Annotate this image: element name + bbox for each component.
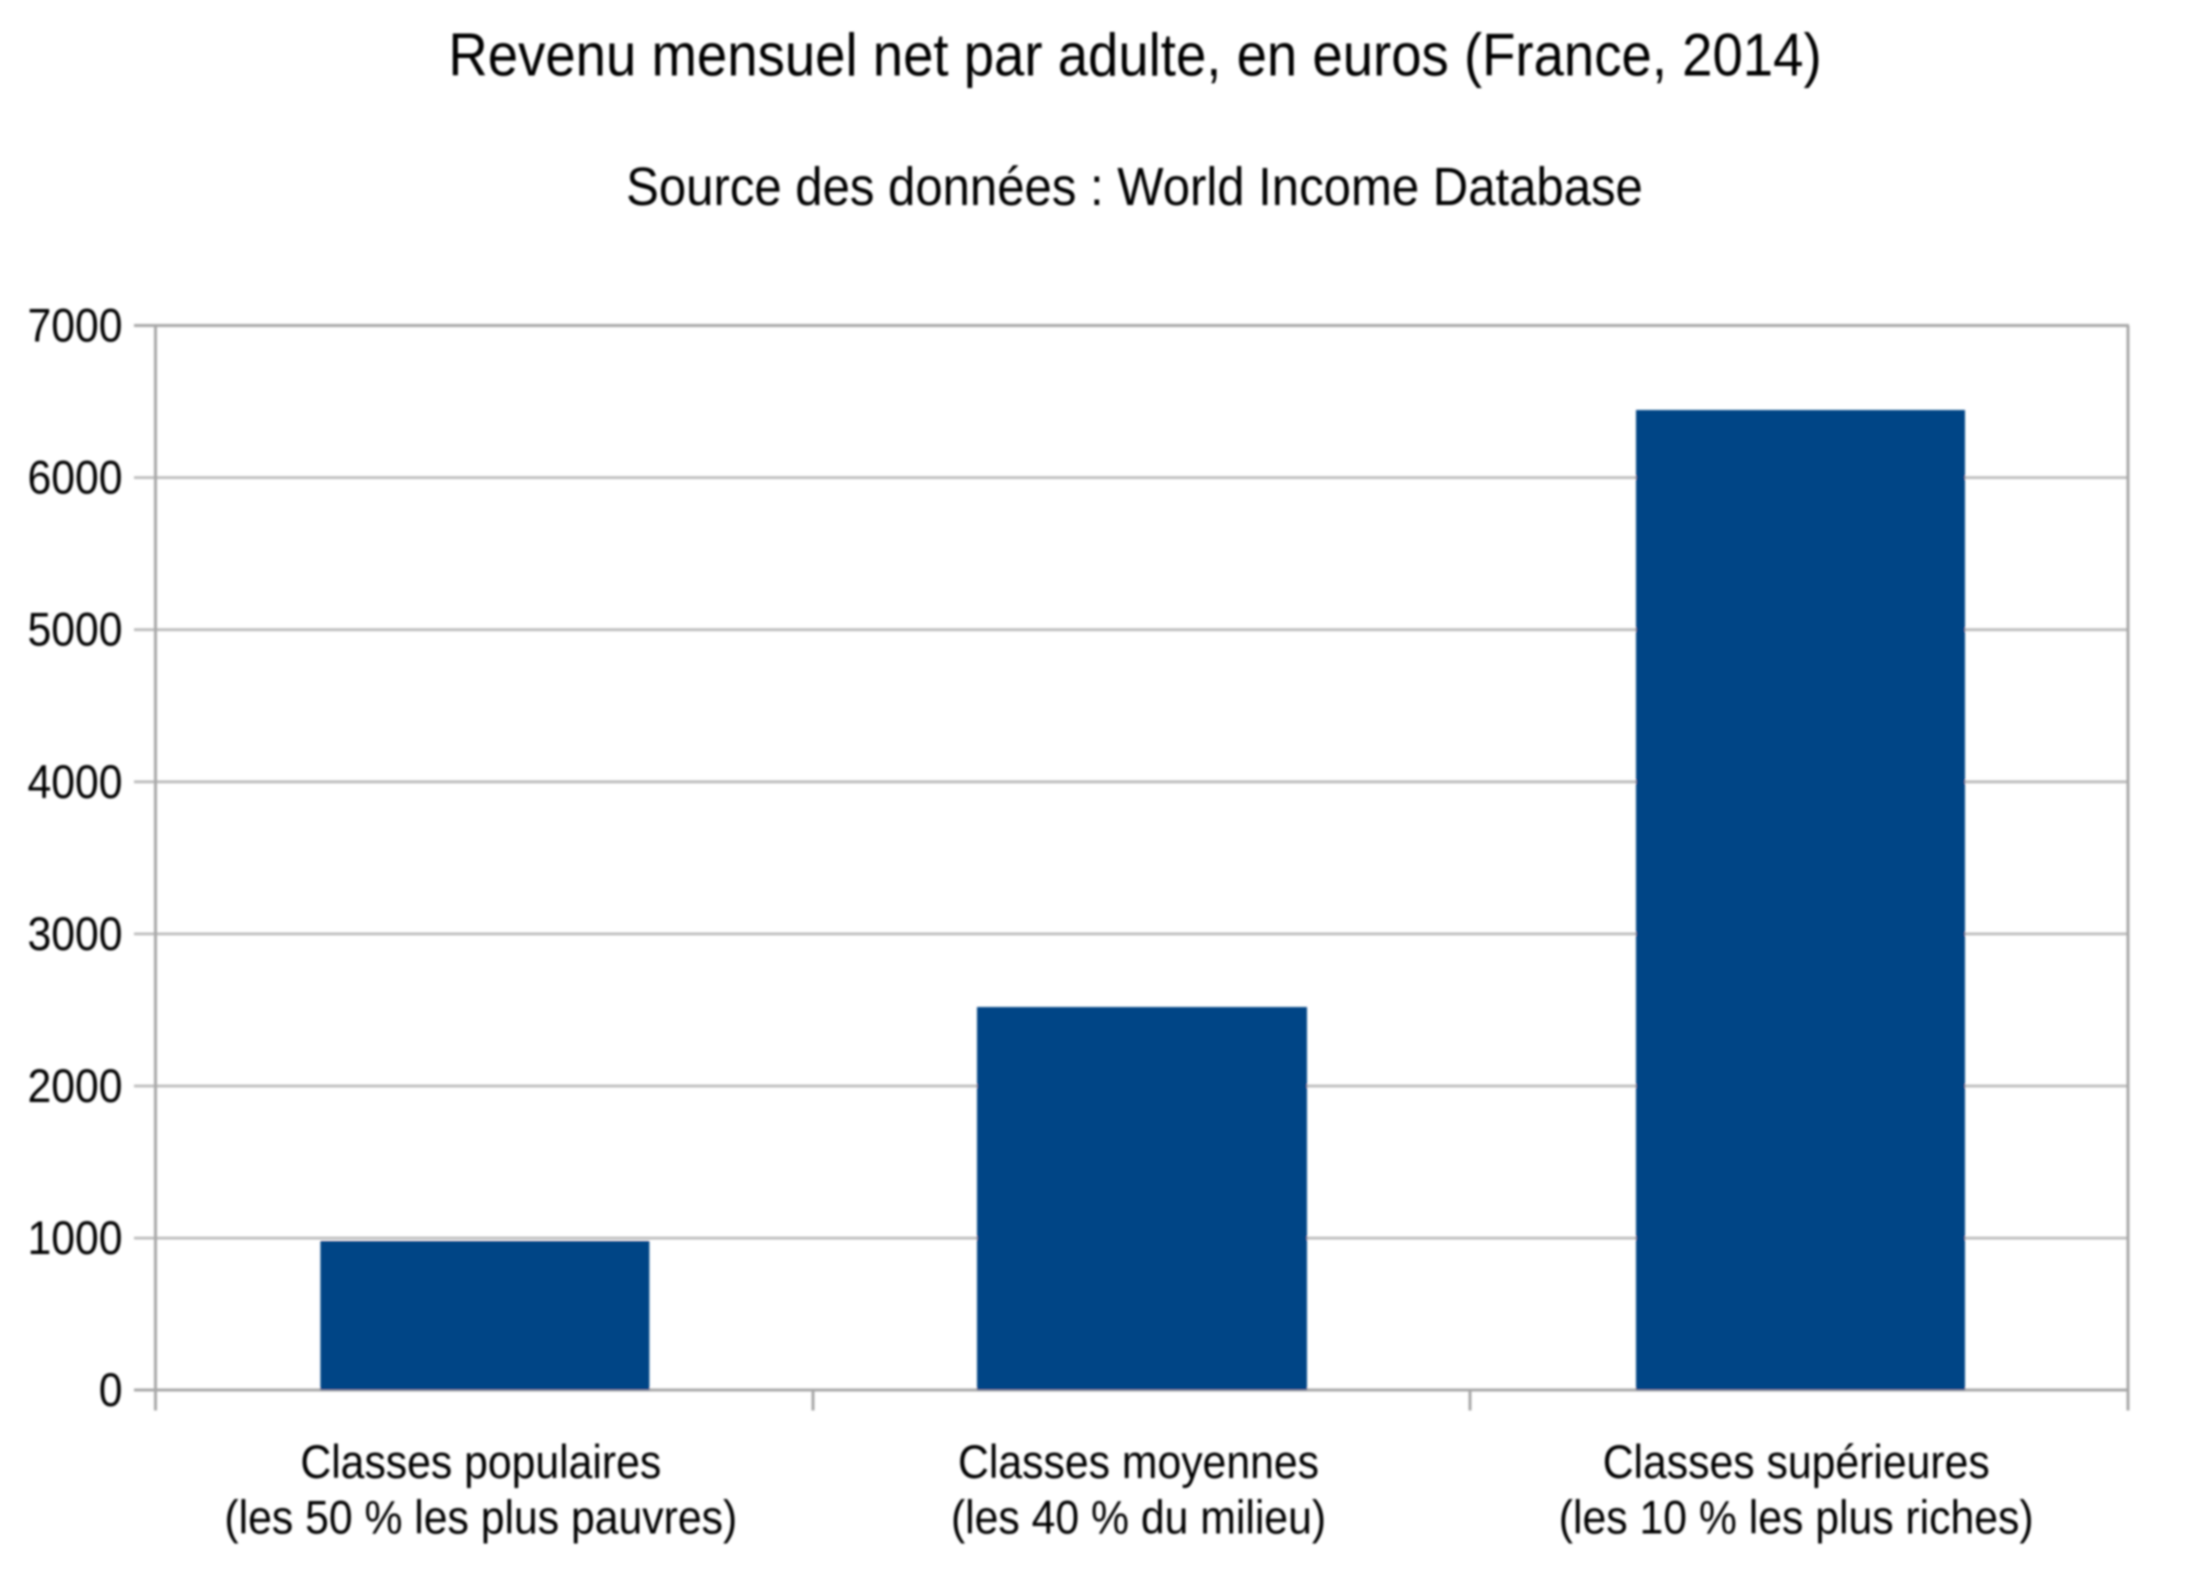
svg-text:Revenu mensuel net par adulte,: Revenu mensuel net par adulte, en euros … [448, 22, 1821, 89]
svg-text:(les 40 % du milieu): (les 40 % du milieu) [951, 1491, 1326, 1544]
svg-text:6000: 6000 [27, 451, 122, 504]
svg-text:7000: 7000 [27, 299, 122, 352]
svg-text:(les 10 % les plus riches): (les 10 % les plus riches) [1559, 1491, 2034, 1544]
svg-text:2000: 2000 [27, 1059, 122, 1112]
svg-text:Classes populaires: Classes populaires [300, 1435, 661, 1488]
svg-text:Source des données : World Inc: Source des données : World Income Databa… [626, 156, 1643, 217]
svg-text:5000: 5000 [27, 603, 122, 656]
svg-text:Classes supérieures: Classes supérieures [1603, 1435, 1990, 1488]
svg-text:Classes moyennes: Classes moyennes [958, 1435, 1319, 1488]
svg-text:1000: 1000 [27, 1211, 122, 1264]
svg-text:4000: 4000 [27, 755, 122, 808]
svg-text:(les 50 % les plus pauvres): (les 50 % les plus pauvres) [224, 1491, 737, 1544]
svg-text:0: 0 [99, 1363, 123, 1416]
svg-text:3000: 3000 [27, 907, 122, 960]
